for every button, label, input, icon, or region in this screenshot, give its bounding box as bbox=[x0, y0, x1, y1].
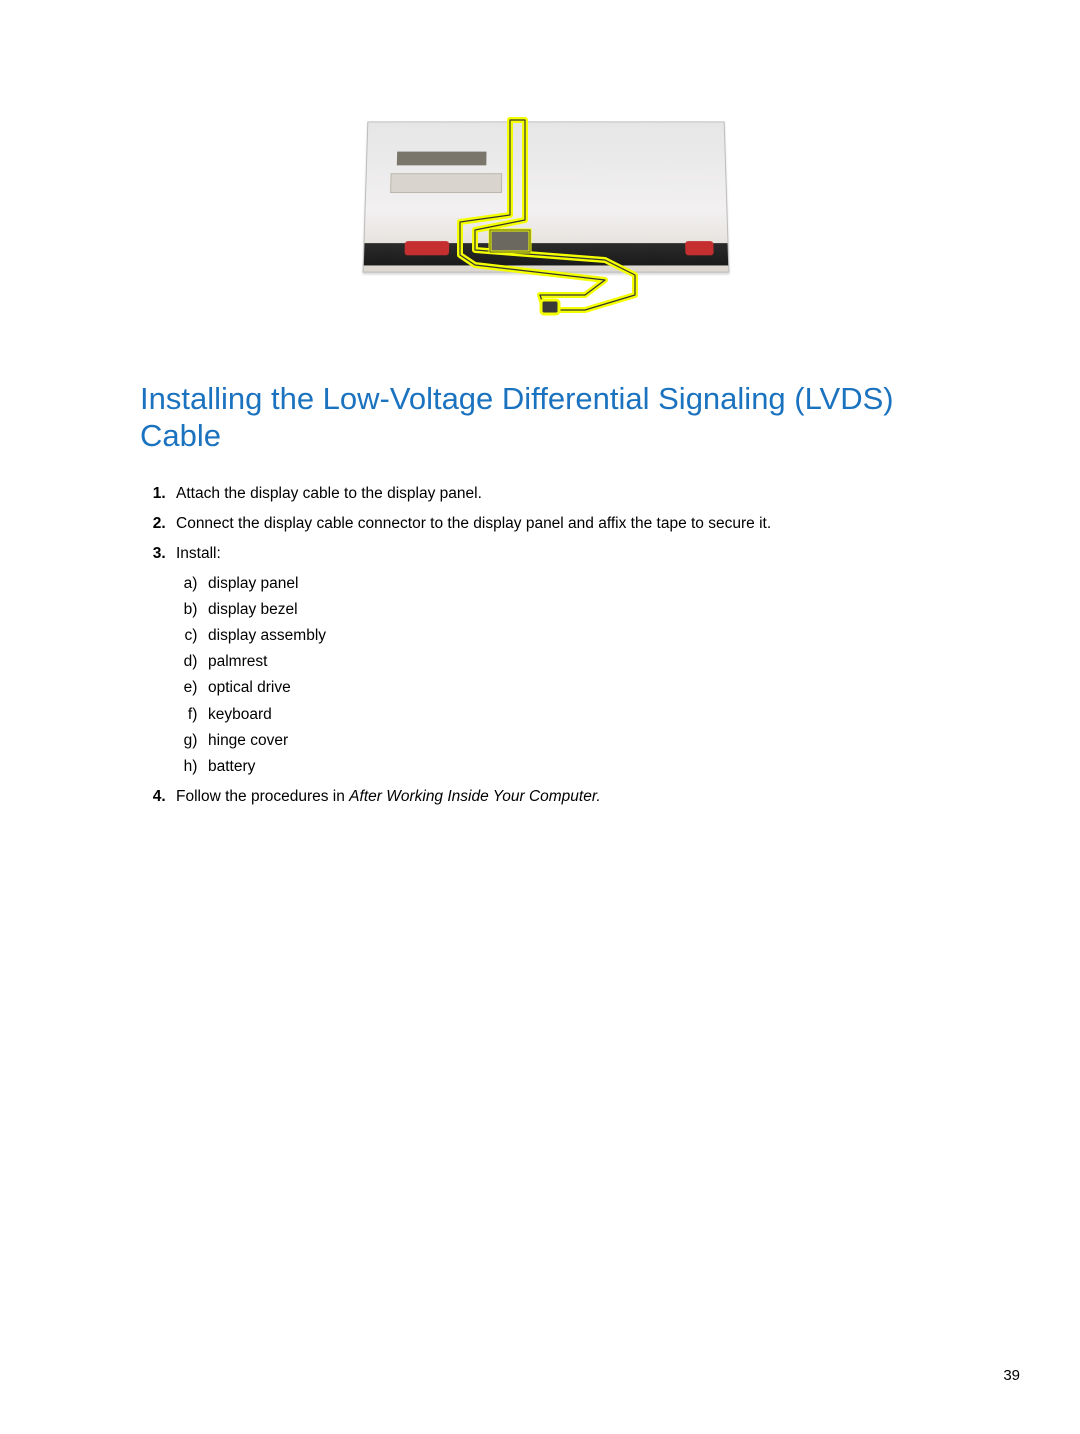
step-1-text: Attach the display cable to the display … bbox=[176, 485, 482, 502]
step-1: Attach the display cable to the display … bbox=[170, 482, 950, 506]
warning-badge-left bbox=[405, 241, 450, 255]
step-3-sublist: display panel display bezel display asse… bbox=[176, 572, 950, 778]
page-number: 39 bbox=[1003, 1367, 1020, 1384]
step-2: Connect the display cable connector to t… bbox=[170, 512, 950, 536]
step-4-link: After Working Inside Your Computer. bbox=[349, 788, 601, 805]
step-3a: display panel bbox=[206, 572, 950, 596]
lvds-cable-figure bbox=[345, 100, 745, 330]
warning-badge-right bbox=[685, 241, 714, 255]
panel-bottom-strip bbox=[364, 243, 728, 265]
section-heading: Installing the Low-Voltage Differential … bbox=[140, 380, 950, 454]
step-2-text: Connect the display cable connector to t… bbox=[176, 515, 771, 532]
step-3h: battery bbox=[206, 755, 950, 779]
step-3-intro: Install: bbox=[176, 545, 221, 562]
panel-label-block-2 bbox=[390, 173, 502, 193]
step-3: Install: display panel display bezel dis… bbox=[170, 542, 950, 778]
step-3f: keyboard bbox=[206, 703, 950, 727]
procedure-steps: Attach the display cable to the display … bbox=[140, 482, 950, 808]
step-4-prefix: Follow the procedures in bbox=[176, 788, 349, 805]
display-panel-illustration bbox=[363, 121, 730, 272]
document-page: Installing the Low-Voltage Differential … bbox=[0, 0, 1080, 1434]
panel-label-block bbox=[397, 152, 487, 166]
step-3d: palmrest bbox=[206, 650, 950, 674]
step-3e: optical drive bbox=[206, 676, 950, 700]
step-3b: display bezel bbox=[206, 598, 950, 622]
step-3c: display assembly bbox=[206, 624, 950, 648]
step-4: Follow the procedures in After Working I… bbox=[170, 785, 950, 809]
step-3g: hinge cover bbox=[206, 729, 950, 753]
